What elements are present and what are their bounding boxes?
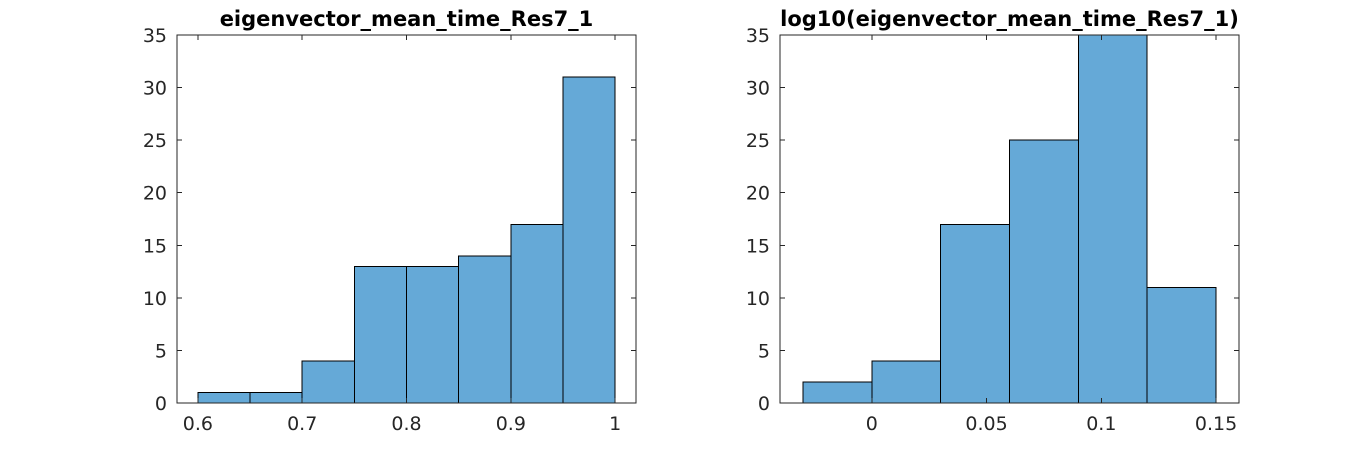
y-tick-label: 5 [758, 340, 770, 362]
histogram-bar [1009, 139, 1079, 404]
histogram-bar [1146, 286, 1217, 404]
x-axis-right: 0 0.05 0.1 0.15 [866, 35, 1237, 435]
chart-title-left: eigenvector_mean_time_Res7_1 [220, 7, 594, 31]
histogram-bar [197, 391, 251, 404]
histogram-bar [301, 360, 355, 404]
y-tick-label: 25 [746, 130, 770, 152]
y-axis-right: 0 5 10 15 20 25 30 35 [746, 25, 1239, 415]
x-tick-label: 0.8 [391, 413, 421, 435]
y-tick-label: 15 [143, 235, 167, 257]
y-tick-label: 0 [155, 393, 167, 415]
x-tick-label: 1 [609, 413, 621, 435]
plot-frame-right [779, 34, 1240, 404]
y-tick-label: 5 [155, 340, 167, 362]
y-tick-label: 10 [143, 288, 167, 310]
histogram-chart-right: log10(eigenvector_mean_time_Res7_1) 0 5 10… [746, 7, 1240, 435]
histogram-bar [249, 391, 303, 404]
histogram-bar [802, 381, 873, 404]
x-tick-label: 0.15 [1195, 413, 1237, 435]
y-tick-label: 30 [143, 78, 167, 100]
x-tick-label: 0 [866, 413, 878, 435]
y-tick-label: 35 [143, 25, 167, 47]
bars-right [802, 34, 1217, 404]
histogram-bar [510, 223, 564, 404]
y-tick-label: 20 [143, 183, 167, 205]
plot-frame-left [176, 34, 637, 404]
y-tick-label: 25 [143, 130, 167, 152]
histogram-bar [562, 76, 616, 404]
y-axis-left: 0 5 10 15 20 25 30 35 [143, 25, 636, 415]
histogram-bar [406, 265, 460, 404]
y-tick-label: 35 [746, 25, 770, 47]
histogram-bar [871, 360, 942, 404]
histogram-bar [940, 223, 1011, 404]
y-tick-label: 20 [746, 183, 770, 205]
x-tick-label: 0.9 [496, 413, 526, 435]
y-tick-label: 15 [746, 235, 770, 257]
x-axis-left: 0.6 0.7 0.8 0.9 1 [183, 35, 621, 435]
x-tick-label: 0.6 [183, 413, 213, 435]
x-tick-label: 0.1 [1086, 413, 1116, 435]
histogram-bar [1077, 34, 1148, 404]
bars-left [197, 76, 616, 404]
x-tick-label: 0.7 [287, 413, 317, 435]
chart-title-right: log10(eigenvector_mean_time_Res7_1) [780, 7, 1239, 31]
y-tick-label: 10 [746, 288, 770, 310]
histogram-bar [353, 265, 408, 404]
histogram-chart-left: eigenvector_mean_time_Res7_1 0 5 10 15 20 25 3… [143, 7, 637, 435]
histogram-bar [458, 255, 512, 404]
y-tick-label: 30 [746, 78, 770, 100]
y-tick-label: 0 [758, 393, 770, 415]
x-tick-label: 0.05 [965, 413, 1007, 435]
